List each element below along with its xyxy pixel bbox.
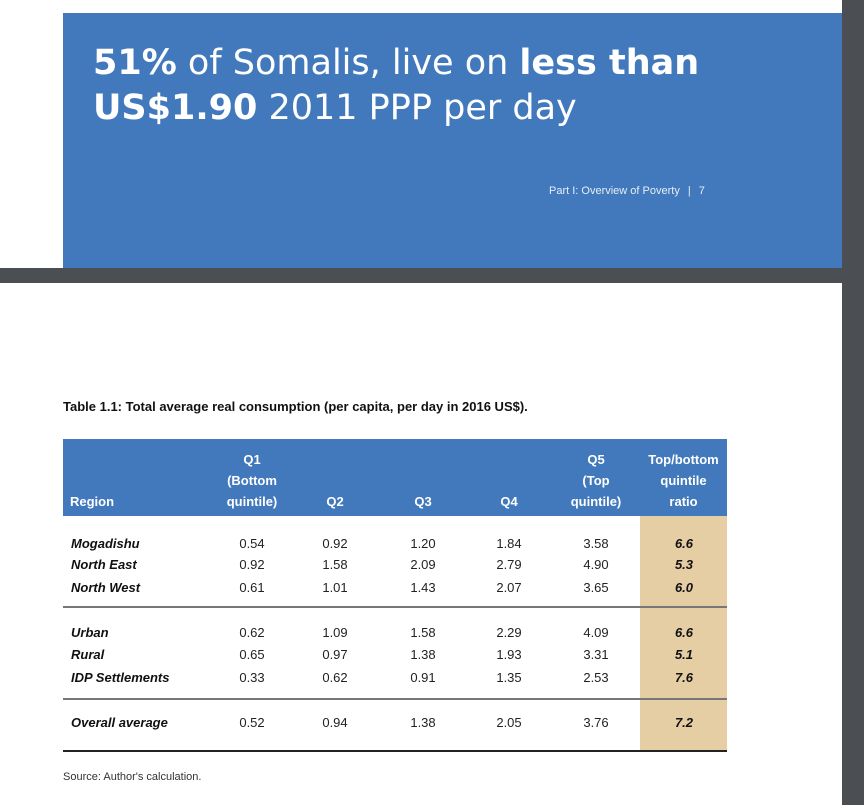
headline-banner: 51% of Somalis, live on less than US$1.90…	[63, 13, 842, 268]
cell-q4: 1.35	[496, 670, 522, 685]
cell-q2: 1.09	[322, 625, 348, 640]
header-q5: Q5 (Top quintile)	[556, 449, 636, 512]
header-ratio: Top/bottom quintile ratio	[640, 449, 727, 512]
header-q1-line: Q1	[243, 452, 261, 467]
cell-ratio: 7.2	[674, 715, 694, 730]
running-head: Part I: Overview of Poverty | 7	[549, 185, 705, 197]
cell-q5: 3.58	[583, 536, 609, 551]
header-ratio-line: Top/bottom	[648, 452, 719, 467]
cell-q1: 0.92	[239, 557, 265, 572]
cell-q3: 1.38	[410, 715, 436, 730]
headline-emphasis: less than	[519, 43, 700, 83]
pdf-page-8: Table 1.1: Total average real consumptio…	[0, 283, 842, 805]
cell-q1: 0.33	[239, 670, 265, 685]
row-region: Urban	[71, 625, 109, 640]
table-header: Region Q1 (Bottom quintile) Q2 Q3 Q4 Q5 (To…	[63, 439, 727, 516]
group-divider	[63, 606, 727, 608]
cell-q4: 2.07	[496, 580, 522, 595]
table-source: Source: Author's calculation.	[63, 771, 202, 783]
cell-q4: 2.79	[496, 557, 522, 572]
header-q1-line: (Bottom	[227, 473, 277, 488]
header-q5-line: (Top	[582, 473, 610, 488]
cell-q5: 4.09	[583, 625, 609, 640]
cell-q4: 2.05	[496, 715, 522, 730]
cell-ratio: 6.6	[674, 625, 694, 640]
cell-q3: 2.09	[410, 557, 436, 572]
row-region: IDP Settlements	[71, 670, 170, 685]
header-q1-line: quintile)	[226, 494, 278, 509]
cell-q4: 1.93	[496, 647, 522, 662]
row-region: North West	[71, 580, 141, 595]
cell-q1: 0.61	[239, 580, 265, 595]
header-ratio-line: ratio	[669, 494, 698, 509]
header-q5-line: Q5	[587, 452, 605, 467]
cell-q4: 1.84	[496, 536, 522, 551]
group-divider	[63, 698, 727, 700]
cell-ratio: 6.6	[674, 536, 694, 551]
cell-q2: 1.58	[322, 557, 348, 572]
cell-q2: 0.97	[322, 647, 348, 662]
row-region: North East	[71, 557, 137, 572]
cell-q3: 1.38	[410, 647, 436, 662]
cell-q3: 0.91	[410, 670, 436, 685]
header-q5-line: quintile)	[570, 494, 622, 509]
headline-text-2: 2011 PPP per day	[257, 88, 577, 128]
headline: 51% of Somalis, live on less than US$1.90…	[93, 41, 699, 131]
cell-q2: 0.94	[322, 715, 348, 730]
header-region: Region	[70, 494, 115, 509]
header-q4: Q4	[500, 494, 518, 509]
cell-q1: 0.52	[239, 715, 265, 730]
divider: |	[687, 185, 691, 197]
ratio-column-highlight	[640, 516, 727, 750]
cell-q3: 1.43	[410, 580, 436, 595]
header-q1: Q1 (Bottom quintile)	[212, 449, 292, 512]
table-bottom-rule	[63, 750, 727, 752]
cell-q2: 1.01	[322, 580, 348, 595]
cell-q3: 1.20	[410, 536, 436, 551]
table-title: Table 1.1: Total average real consumptio…	[63, 399, 528, 414]
cell-ratio: 5.3	[674, 557, 694, 572]
headline-amount: US$1.90	[93, 88, 258, 128]
running-head-text: Part I: Overview of Poverty	[549, 185, 680, 197]
page-number: 7	[698, 185, 705, 197]
row-region: Overall average	[71, 715, 168, 730]
header-q2: Q2	[326, 494, 344, 509]
headline-text: of Somalis, live on	[176, 43, 520, 83]
cell-q5: 3.76	[583, 715, 609, 730]
cell-ratio: 6.0	[674, 580, 694, 595]
row-region: Rural	[71, 647, 105, 662]
row-region: Mogadishu	[71, 536, 140, 551]
cell-q2: 0.62	[322, 670, 348, 685]
cell-ratio: 7.6	[674, 670, 694, 685]
cell-q1: 0.54	[239, 536, 265, 551]
pdf-page-7: 51% of Somalis, live on less than US$1.90…	[0, 0, 842, 268]
cell-q3: 1.58	[410, 625, 436, 640]
cell-q5: 3.31	[583, 647, 609, 662]
header-q3: Q3	[414, 494, 432, 509]
cell-q1: 0.62	[239, 625, 265, 640]
header-ratio-line: quintile	[660, 473, 707, 488]
cell-q5: 3.65	[583, 580, 609, 595]
cell-q2: 0.92	[322, 536, 348, 551]
cell-q5: 2.53	[583, 670, 609, 685]
headline-stat: 51%	[93, 43, 177, 83]
cell-q5: 4.90	[583, 557, 609, 572]
cell-ratio: 5.1	[674, 647, 694, 662]
cell-q4: 2.29	[496, 625, 522, 640]
cell-q1: 0.65	[239, 647, 265, 662]
